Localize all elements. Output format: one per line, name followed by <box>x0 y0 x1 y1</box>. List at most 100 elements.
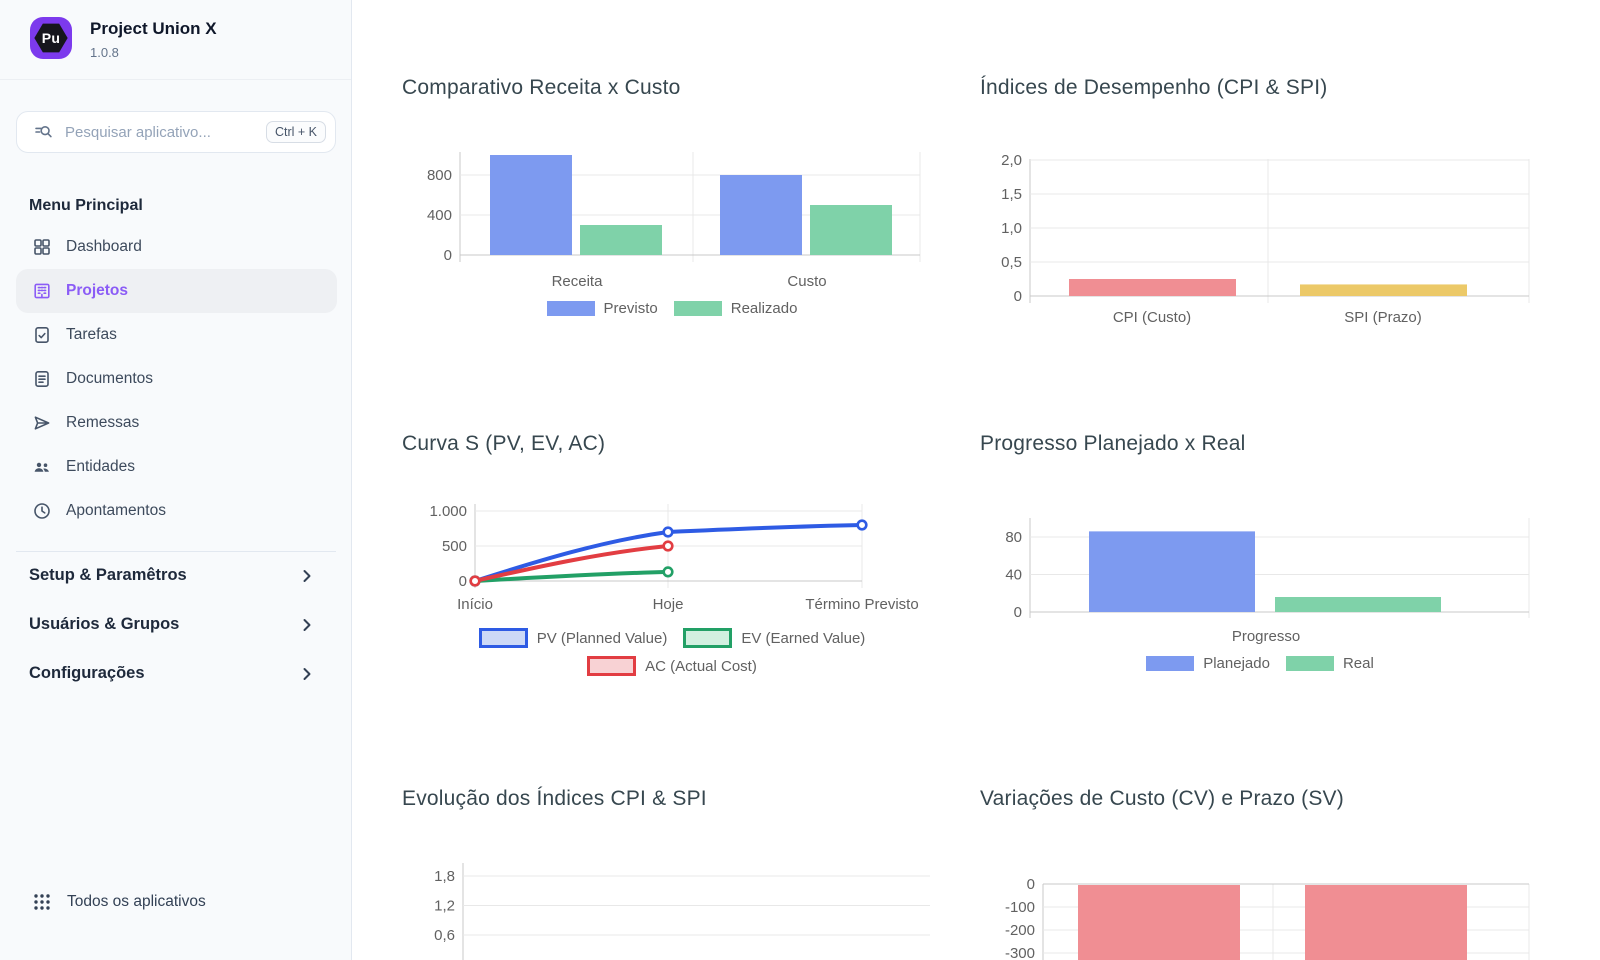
svg-text:1,8: 1,8 <box>434 868 455 885</box>
svg-text:80: 80 <box>1005 529 1022 546</box>
app-version: 1.0.8 <box>90 45 119 60</box>
svg-text:0,5: 0,5 <box>1001 254 1022 271</box>
apps-grid-icon <box>32 892 52 912</box>
sidebar-item-label: Remessas <box>66 414 140 431</box>
svg-text:0: 0 <box>1027 876 1035 893</box>
svg-text:0: 0 <box>1014 604 1022 621</box>
sidebar-item-label: Tarefas <box>66 326 117 343</box>
sidebar-item-label: Dashboard <box>66 238 142 255</box>
clock-icon <box>34 503 50 519</box>
legend-swatch <box>683 628 733 648</box>
sidebar-item-documentos[interactable]: Documentos <box>0 357 351 401</box>
svg-text:SPI (Prazo): SPI (Prazo) <box>1344 309 1422 326</box>
svg-text:0: 0 <box>459 573 467 590</box>
legend-swatch <box>587 656 637 676</box>
app-logo-text: Pu <box>41 30 61 46</box>
sidebar-item-apontamentos[interactable]: Apontamentos <box>0 489 351 533</box>
svg-text:0: 0 <box>1014 288 1022 305</box>
chart-progresso-planejado-real: Progresso Planejado x Real 0 40 80 Progress… <box>980 432 1540 682</box>
legend-label: Realizado <box>730 300 798 317</box>
svg-text:2,0: 2,0 <box>1001 152 1022 169</box>
legend-item: PV (Planned Value) <box>478 628 668 648</box>
svg-text:1,0: 1,0 <box>1001 220 1022 237</box>
chevron-right-icon <box>303 569 311 582</box>
chart-canvas-curva-s: 0 500 1.000 Início Hoje Término Previsto <box>429 503 918 613</box>
legend-item: EV (Earned Value) <box>683 628 865 648</box>
chart-title: Variações de Custo (CV) e Prazo (SV) <box>980 787 1344 810</box>
chart-title: Progresso Planejado x Real <box>980 432 1246 455</box>
sidebar-item-label: Projetos <box>66 282 129 299</box>
all-apps-label: Todos os aplicativos <box>67 893 206 910</box>
sidebar-item-todos-os-aplicativos[interactable]: Todos os aplicativos <box>0 882 351 922</box>
sidebar-group-label: Setup & Paramêtros <box>29 566 187 584</box>
search-shortcut-badge: Ctrl + K <box>266 121 327 143</box>
svg-text:800: 800 <box>427 167 452 184</box>
sidebar-item-label: Entidades <box>66 458 135 475</box>
chart-variacoes-custo-prazo: Variações de Custo (CV) e Prazo (SV) 0 -1… <box>980 787 1540 960</box>
chart-legend: AC (Actual Cost) <box>402 656 942 676</box>
svg-text:Início: Início <box>457 596 493 613</box>
people-icon <box>34 462 49 472</box>
svg-text:-100: -100 <box>1005 899 1035 916</box>
svg-text:CPI (Custo): CPI (Custo) <box>1113 309 1191 326</box>
chart-title: Índices de Desempenho (CPI & SPI) <box>980 76 1328 99</box>
task-icon <box>35 326 49 343</box>
sidebar-group-label: Usuários & Grupos <box>29 615 180 633</box>
svg-text:500: 500 <box>442 538 467 555</box>
chevron-right-icon <box>303 667 311 680</box>
svg-text:0: 0 <box>444 247 452 264</box>
search-box[interactable]: Ctrl + K <box>16 111 336 153</box>
svg-text:Hoje: Hoje <box>653 596 684 613</box>
chart-canvas-variacoes: 0 -100 -200 -300 <box>1005 876 1530 960</box>
sidebar-group-setup-parametros[interactable]: Setup & Paramêtros <box>0 551 351 600</box>
sidebar-item-projetos[interactable]: Projetos <box>16 269 337 313</box>
svg-text:400: 400 <box>427 207 452 224</box>
sidebar-header: Pu Project Union X 1.0.8 <box>0 0 351 80</box>
svg-text:40: 40 <box>1005 567 1022 584</box>
sidebar-item-entidades[interactable]: Entidades <box>0 445 351 489</box>
sidebar-item-tarefas[interactable]: Tarefas <box>0 313 351 357</box>
chart-title: Evolução dos Índices CPI & SPI <box>402 787 707 810</box>
chart-canvas-evolucao: 0,6 1,2 1,8 <box>434 863 930 960</box>
app-name: Project Union X <box>90 19 217 38</box>
legend-label: PV (Planned Value) <box>536 629 668 647</box>
svg-text:Custo: Custo <box>787 273 826 290</box>
svg-text:Progresso: Progresso <box>1232 628 1300 645</box>
document-icon <box>35 370 49 387</box>
legend-item: Realizado <box>673 300 798 317</box>
main-menu: Dashboard Projetos Tarefas Documentos Remess… <box>0 225 351 533</box>
chart-title: Curva S (PV, EV, AC) <box>402 432 606 455</box>
legend-item: Planejado <box>1146 655 1270 672</box>
legend-label: EV (Earned Value) <box>741 629 866 647</box>
legend-item: Real <box>1285 655 1374 672</box>
sidebar-item-label: Documentos <box>66 370 154 387</box>
svg-text:0,6: 0,6 <box>434 927 455 944</box>
legend-swatch <box>673 301 722 316</box>
menu-section-title: Menu Principal <box>29 197 143 214</box>
svg-text:Término Previsto: Término Previsto <box>805 596 918 613</box>
sidebar-group-usuarios-grupos[interactable]: Usuários & Grupos <box>0 600 351 649</box>
svg-text:1,2: 1,2 <box>434 897 455 914</box>
sidebar: Pu Project Union X 1.0.8 Ctrl + K Menu P… <box>0 0 352 960</box>
dashboard-icon <box>34 239 50 255</box>
sidebar-item-remessas[interactable]: Remessas <box>0 401 351 445</box>
sidebar-item-dashboard[interactable]: Dashboard <box>0 225 351 269</box>
search-input[interactable] <box>63 122 266 142</box>
chart-indices-desempenho: Índices de Desempenho (CPI & SPI) 0 0,5 1,… <box>980 76 1540 326</box>
search-icon <box>33 122 53 142</box>
legend-label: Real <box>1342 655 1374 672</box>
svg-text:Receita: Receita <box>552 273 604 290</box>
building-icon <box>34 283 50 299</box>
chart-comparativo-receita-custo: Comparativo Receita x Custo 0 400 800 Recei… <box>402 76 942 326</box>
sidebar-divider <box>16 551 336 552</box>
svg-text:-300: -300 <box>1005 945 1035 960</box>
chart-legend: PV (Planned Value) EV (Earned Value) <box>402 628 942 648</box>
legend-swatch <box>478 628 528 648</box>
legend-label: Previsto <box>603 300 658 317</box>
sidebar-group-configuracoes[interactable]: Configurações <box>0 649 351 698</box>
svg-text:-200: -200 <box>1005 922 1035 939</box>
chart-canvas-indices: 0 0,5 1,0 1,5 2,0 CPI (Custo) SPI (Prazo) <box>1001 152 1530 326</box>
sidebar-item-label: Apontamentos <box>66 502 166 519</box>
chart-legend: Previsto Realizado <box>402 300 942 317</box>
chart-curva-s: Curva S (PV, EV, AC) 0 500 1.000 Início Hoje… <box>402 432 942 687</box>
